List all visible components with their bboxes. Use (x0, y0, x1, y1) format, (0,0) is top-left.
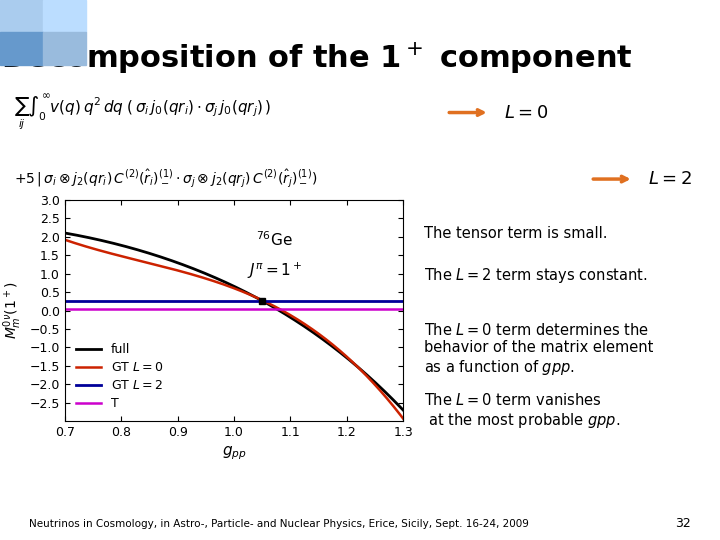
Text: $L = 2$: $L = 2$ (648, 170, 692, 188)
Text: Decomposition of the 1$^+$ component: Decomposition of the 1$^+$ component (1, 41, 633, 76)
Bar (43, 0, 86, 32)
Text: The $L = 2$ term stays constant.: The $L = 2$ term stays constant. (423, 266, 647, 285)
X-axis label: $g_{pp}$: $g_{pp}$ (222, 444, 246, 462)
Text: $\sum_{ij} \int_0^\infty v(q)\, q^2\, dq\;(\, \sigma_i\, j_0(qr_i) \cdot \sigma_: $\sum_{ij} \int_0^\infty v(q)\, q^2\, dq… (14, 92, 272, 133)
Text: 32: 32 (675, 517, 691, 530)
Text: The tensor term is small.: The tensor term is small. (423, 226, 607, 241)
Legend: full, GT $L=0$, GT $L=2$, T: full, GT $L=0$, GT $L=2$, T (71, 338, 168, 415)
Bar (0, 32, 43, 65)
Text: $J^\pi = 1^+$: $J^\pi = 1^+$ (247, 260, 302, 281)
Text: $^{76}$Ge: $^{76}$Ge (256, 230, 293, 249)
Bar (0, 0, 43, 32)
Text: Neutrinos in Cosmology, in Astro-, Particle- and Nuclear Physics, Erice, Sicily,: Neutrinos in Cosmology, in Astro-, Parti… (29, 519, 528, 529)
Y-axis label: $M_m^{0\nu}(1^+)$: $M_m^{0\nu}(1^+)$ (1, 281, 24, 340)
Text: The $L = 0$ term vanishes
 at the most probable $gpp$.: The $L = 0$ term vanishes at the most pr… (423, 393, 620, 430)
Bar (43, 32, 86, 65)
Text: The $L = 0$ term determines the
behavior of the matrix element
as a function of : The $L = 0$ term determines the behavior… (423, 321, 653, 377)
Text: $+ 5\,|\, \sigma_i \otimes j_2(qr_i)\, C^{(2)}(\hat{r}_i)^{(1)}_- \cdot \sigma_j: $+ 5\,|\, \sigma_i \otimes j_2(qr_i)\, C… (14, 168, 318, 190)
Text: $L = 0$: $L = 0$ (504, 104, 548, 122)
